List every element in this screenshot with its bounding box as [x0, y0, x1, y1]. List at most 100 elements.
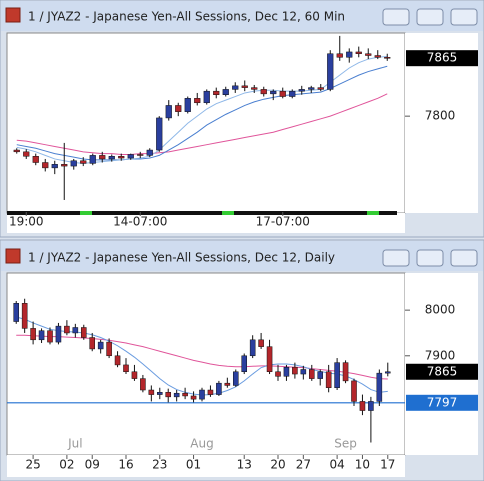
moving-average	[16, 334, 388, 380]
window-title: 1 / JYAZ2 - Japanese Yen-All Sessions, D…	[28, 10, 345, 24]
window-title: 1 / JYAZ2 - Japanese Yen-All Sessions, D…	[28, 251, 335, 265]
candle-body	[384, 57, 391, 59]
month-label: Aug	[190, 437, 213, 451]
candle-body	[72, 327, 79, 334]
candle-body	[175, 105, 182, 112]
price-line-label: 7797	[427, 395, 458, 409]
maximize-button[interactable]	[416, 8, 444, 26]
candle-body	[232, 371, 239, 386]
candle-body	[374, 55, 381, 58]
candle-body	[165, 105, 172, 119]
candle-body	[336, 53, 343, 58]
x-tick-label: 10	[355, 458, 370, 472]
candle-body	[89, 337, 96, 350]
candle-body	[359, 401, 366, 411]
candle-body	[165, 392, 172, 398]
time-axis	[7, 213, 405, 233]
minimize-button[interactable]	[382, 249, 410, 267]
x-tick-label: 19:00	[9, 215, 44, 229]
x-tick-label: 17-07:00	[256, 215, 310, 229]
x-tick-label: 27	[296, 458, 311, 472]
candle-body	[275, 371, 281, 377]
session-marker	[222, 211, 234, 215]
candle-body	[327, 53, 334, 90]
candle-body	[203, 90, 210, 104]
candle-body	[334, 362, 340, 388]
candle-body	[194, 98, 201, 104]
candle-body	[365, 53, 372, 56]
last-price-bg	[406, 50, 478, 67]
candle-body	[47, 330, 53, 343]
session-marker	[80, 211, 92, 215]
candle-body	[342, 362, 349, 382]
candle-body	[207, 389, 214, 395]
candle-body	[346, 51, 353, 58]
price-line-label-bg	[406, 394, 478, 411]
candle-body	[384, 371, 391, 374]
candle-body	[38, 330, 45, 341]
x-tick-label: 23	[152, 458, 167, 472]
candle-body	[292, 366, 298, 375]
candle-body	[55, 325, 62, 343]
candle-body	[127, 154, 134, 159]
candle-body	[266, 346, 273, 373]
last-price-bg	[406, 363, 478, 380]
candle-body	[99, 155, 106, 160]
candle-body	[118, 156, 125, 159]
candle-body	[114, 355, 121, 366]
candle-body	[184, 98, 191, 112]
window-icon	[5, 7, 21, 23]
moving-average	[16, 93, 388, 155]
candle-body	[258, 339, 264, 347]
candle-body	[42, 162, 49, 169]
candle-body	[123, 364, 129, 373]
candle-body	[148, 389, 155, 395]
candle-body	[199, 389, 205, 400]
candle-body	[70, 160, 77, 167]
y-tick-label: 7800	[425, 109, 456, 123]
close-button[interactable]	[450, 249, 478, 267]
candle-body	[317, 371, 324, 379]
last-price-label: 7865	[427, 51, 458, 65]
candle-body	[80, 160, 87, 164]
candle-body	[300, 369, 307, 375]
x-tick-label: 01	[186, 458, 201, 472]
minimize-button[interactable]	[382, 8, 410, 26]
candle-body	[173, 392, 180, 398]
candle-body	[131, 371, 138, 379]
x-tick-label: 04	[329, 458, 344, 472]
candle-body	[140, 378, 146, 391]
candle-body	[308, 87, 315, 90]
window-icon	[5, 248, 21, 264]
candle-body	[351, 380, 357, 402]
candle-body	[13, 303, 20, 322]
x-tick-label: 13	[237, 458, 252, 472]
candle-body	[368, 401, 374, 411]
moving-average	[16, 65, 388, 161]
candle-body	[156, 392, 163, 395]
candle-body	[30, 328, 36, 341]
candle-body	[224, 382, 231, 386]
x-tick-label: 17	[380, 458, 395, 472]
time-axis	[7, 455, 405, 477]
candle-body	[213, 90, 220, 95]
candle-body	[13, 149, 20, 153]
close-button[interactable]	[450, 8, 478, 26]
maximize-button[interactable]	[416, 249, 444, 267]
candle-body	[106, 341, 112, 357]
candle-body	[249, 339, 256, 357]
y-tick-label: 7900	[425, 348, 456, 362]
x-tick-label: 25	[25, 458, 40, 472]
candle-body	[279, 90, 286, 97]
candle-body	[216, 382, 222, 395]
candle-body	[32, 156, 39, 163]
y-tick-label: 8000	[425, 303, 456, 317]
candle-body	[156, 117, 163, 151]
x-tick-label: 14-07:00	[113, 215, 167, 229]
candle-body	[97, 341, 104, 350]
candle-body	[317, 87, 324, 90]
candle-body	[23, 151, 30, 157]
session-bar	[7, 211, 397, 215]
candle-body	[308, 369, 315, 379]
x-tick-label: 09	[85, 458, 100, 472]
